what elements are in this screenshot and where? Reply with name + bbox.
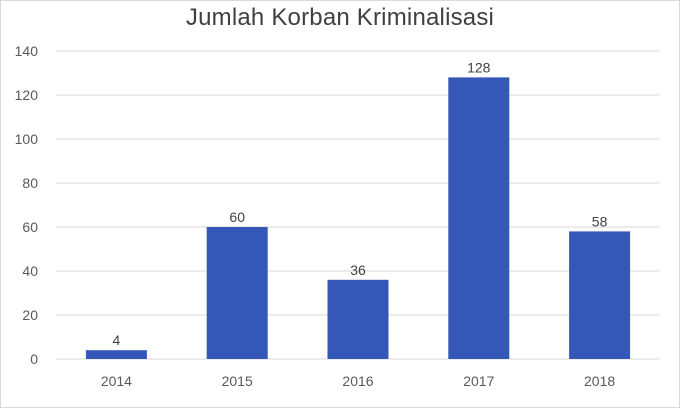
x-tick-label: 2014: [101, 373, 132, 389]
x-tick-label: 2015: [222, 373, 253, 389]
y-tick-label: 0: [30, 351, 38, 367]
bar-2015: [206, 227, 268, 359]
x-tick-label: 2016: [342, 373, 373, 389]
bar-2017: [448, 77, 510, 360]
y-tick-label: 20: [22, 307, 38, 323]
data-label: 36: [350, 262, 366, 278]
y-tick-label: 100: [15, 131, 39, 147]
chart-title: Jumlah Korban Kriminalisasi: [185, 4, 495, 31]
y-tick-label: 120: [15, 87, 39, 103]
y-tick-label: 80: [22, 175, 38, 191]
bar-2014: [85, 350, 147, 359]
y-tick-label: 140: [15, 43, 39, 59]
bar-2016: [327, 279, 389, 359]
y-tick-label: 40: [22, 263, 38, 279]
y-tick-label: 60: [22, 219, 38, 235]
data-label: 4: [113, 332, 121, 348]
data-label: 60: [229, 209, 245, 225]
x-tick-label: 2017: [463, 373, 494, 389]
bar-2018: [569, 231, 631, 359]
data-label: 58: [592, 213, 608, 229]
x-tick-label: 2018: [584, 373, 615, 389]
data-label: 128: [467, 59, 491, 75]
